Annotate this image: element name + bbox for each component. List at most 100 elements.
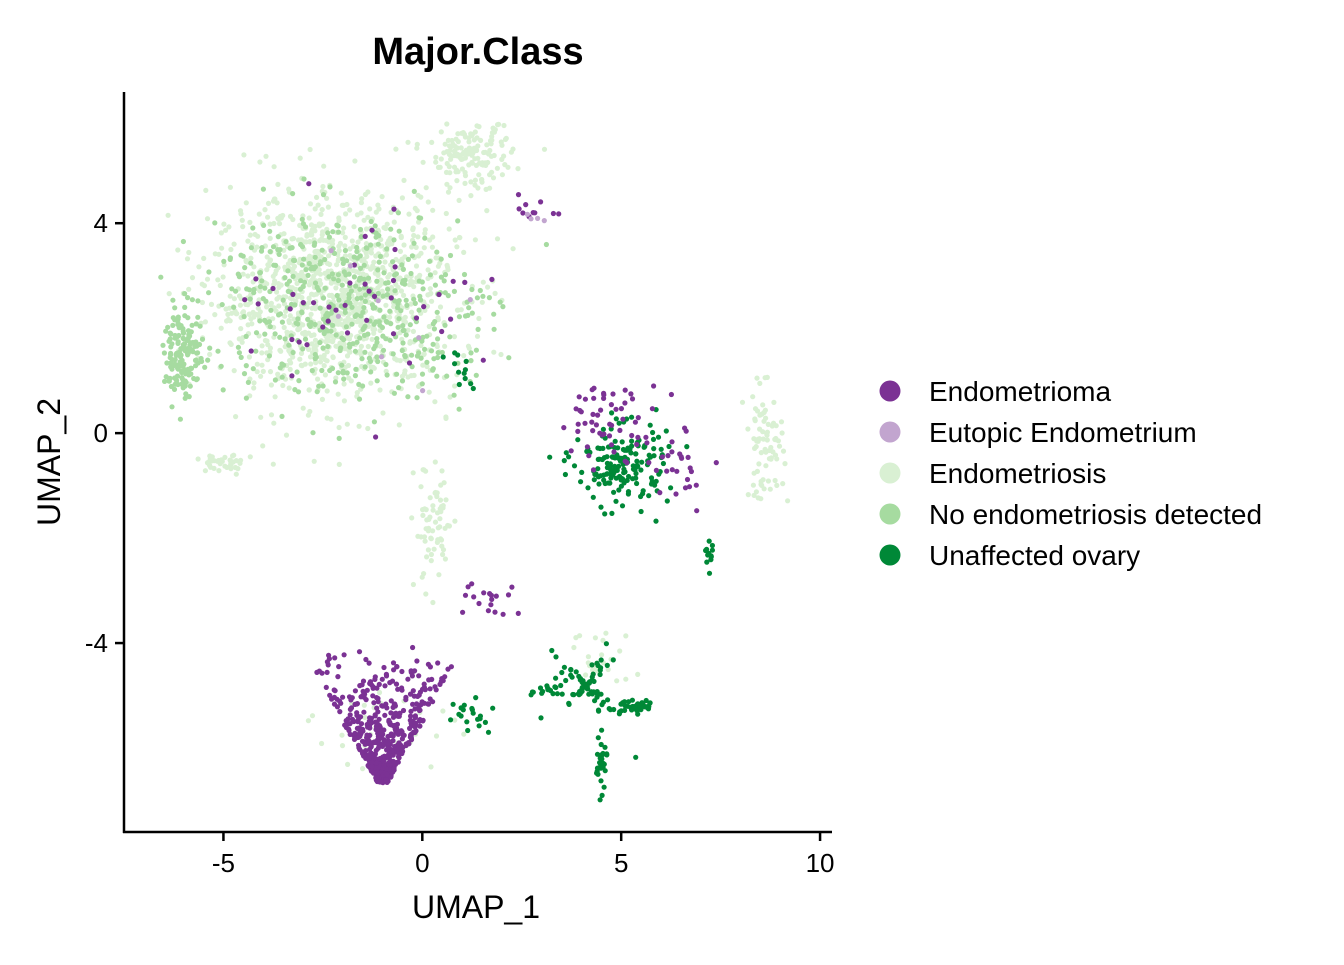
data-point	[752, 406, 759, 412]
data-point	[566, 454, 572, 460]
data-point	[355, 239, 361, 245]
data-point	[400, 266, 406, 272]
data-point	[605, 697, 611, 703]
data-point	[629, 414, 635, 420]
data-point	[594, 751, 601, 757]
data-point	[203, 187, 209, 193]
y-axis-label: UMAP_2	[31, 398, 67, 526]
data-point	[634, 701, 640, 708]
data-point	[313, 270, 319, 276]
y-tick-label: 4	[94, 208, 108, 238]
data-point	[575, 421, 581, 427]
data-point	[238, 354, 244, 360]
data-point	[305, 316, 311, 322]
data-point	[371, 259, 377, 265]
data-point	[669, 449, 675, 455]
data-point	[169, 404, 175, 410]
data-point	[618, 406, 625, 412]
data-point	[166, 291, 172, 297]
data-point	[609, 510, 615, 516]
data-point	[573, 669, 579, 675]
data-point	[251, 385, 257, 391]
data-point	[616, 487, 622, 493]
data-point	[595, 456, 601, 462]
data-point	[274, 296, 280, 302]
data-point	[371, 419, 377, 425]
data-point	[411, 240, 417, 246]
x-tick-label: 10	[806, 848, 835, 878]
data-point	[344, 201, 350, 208]
data-point	[452, 149, 458, 155]
data-point	[385, 274, 391, 280]
data-point	[405, 256, 411, 262]
data-point	[621, 470, 627, 476]
data-point	[561, 425, 567, 431]
data-point	[238, 457, 244, 463]
data-point	[231, 368, 237, 374]
data-point	[611, 489, 617, 495]
data-point	[606, 465, 612, 471]
data-point	[427, 495, 433, 501]
data-point	[357, 265, 364, 271]
data-point	[498, 139, 504, 145]
data-point	[399, 195, 405, 201]
legend: Endometrioma Eutopic Endometrium Endometri…	[879, 376, 1262, 571]
data-point	[320, 183, 326, 190]
data-point	[204, 216, 211, 222]
data-point	[344, 370, 350, 376]
data-point	[170, 297, 176, 303]
data-point	[436, 572, 442, 578]
data-point	[420, 512, 426, 519]
data-point	[431, 326, 437, 332]
data-point	[306, 260, 312, 267]
data-point	[402, 314, 408, 320]
data-point	[388, 226, 394, 232]
data-point	[406, 211, 412, 217]
data-point	[474, 123, 480, 129]
data-point	[288, 301, 295, 307]
data-point	[380, 347, 387, 353]
data-point	[755, 495, 761, 501]
data-point	[590, 671, 596, 677]
data-point	[371, 700, 377, 706]
data-point	[394, 664, 400, 670]
data-point	[373, 760, 379, 766]
data-point	[428, 764, 434, 770]
data-point	[392, 722, 398, 729]
data-point	[282, 313, 288, 319]
data-point	[456, 381, 462, 388]
data-point	[189, 275, 196, 281]
data-point	[482, 719, 488, 726]
data-point	[309, 264, 315, 270]
data-point	[392, 246, 398, 253]
data-point	[207, 345, 213, 351]
data-point	[462, 313, 469, 319]
data-point	[538, 199, 544, 205]
data-point	[659, 454, 666, 460]
data-point	[430, 207, 436, 213]
data-point	[346, 311, 352, 317]
data-point	[265, 342, 271, 348]
data-point	[430, 367, 436, 373]
data-point	[390, 331, 397, 337]
data-point	[294, 280, 300, 286]
data-point	[385, 242, 391, 248]
data-point	[416, 335, 422, 341]
data-point	[267, 228, 273, 234]
data-point	[228, 341, 234, 347]
data-point	[317, 339, 323, 346]
data-point	[432, 282, 438, 288]
data-point	[486, 295, 492, 301]
data-point	[236, 350, 242, 356]
data-point	[181, 343, 187, 349]
data-point	[364, 687, 370, 693]
data-point	[365, 189, 371, 195]
data-point	[276, 284, 282, 290]
data-point	[433, 733, 440, 739]
data-point	[356, 396, 363, 402]
data-point	[319, 207, 325, 213]
data-point	[420, 388, 426, 394]
data-point	[394, 371, 400, 377]
data-point	[185, 335, 191, 341]
data-point	[694, 508, 700, 514]
